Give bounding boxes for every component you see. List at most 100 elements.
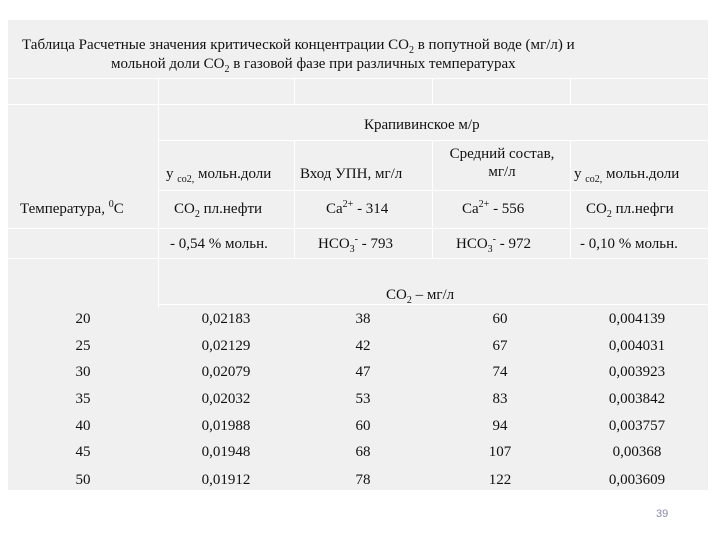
table-cell-t: 30 — [75, 364, 91, 380]
table-cell-avg: 74 — [492, 364, 508, 380]
caption-text: в попутной воде (мг/л) и — [413, 37, 575, 53]
row-divider — [158, 304, 708, 305]
table-cell-t: 25 — [75, 338, 91, 354]
text: Са — [462, 201, 479, 217]
co2-units-header: СО2 – мг/л — [386, 287, 455, 306]
table-cell-y1: 0,02129 — [201, 338, 251, 354]
subscript: 2 — [406, 295, 412, 306]
temperature-header: Температура, 0С — [20, 199, 124, 218]
col4-header: y co2, мольн.доли — [574, 166, 680, 185]
r3-col4: - 0,10 % мольн. — [580, 236, 678, 252]
text: - 556 — [489, 201, 525, 217]
col-divider — [158, 78, 159, 308]
text: - 793 — [358, 236, 394, 252]
subscript: 2 — [194, 209, 200, 220]
table-cell-avg: 94 — [492, 418, 508, 434]
col2-header: Вход УПН, мг/л — [300, 166, 403, 182]
col1-header-text: мольн.доли — [194, 166, 272, 182]
subscript: 3 — [487, 244, 493, 255]
text: НСО — [456, 236, 488, 252]
col-divider — [570, 78, 571, 104]
text: - 972 — [496, 236, 532, 252]
superscript: - — [492, 234, 497, 245]
table-cell-y2: 0,004139 — [608, 311, 666, 327]
field-name: Крапивинское м/р — [364, 117, 480, 133]
col-divider — [294, 140, 295, 258]
col1-header: y co2, мольн.доли — [166, 166, 272, 185]
r2-col4: СО2 пл.нефги — [586, 201, 674, 220]
subscript: 3 — [349, 244, 355, 255]
col4-header-text: мольн.доли — [602, 166, 680, 182]
text: СО — [386, 287, 407, 303]
col3-header-line2: мг/л — [488, 164, 516, 180]
r3-col1: - 0,54 % мольн. — [170, 236, 268, 252]
row-divider — [158, 190, 708, 191]
col4-header-sub: co2, — [585, 174, 603, 185]
text: СО — [174, 201, 195, 217]
row-divider — [8, 228, 708, 229]
col1-header-sub: co2, — [177, 174, 195, 185]
text: НСО — [318, 236, 350, 252]
table-cell-y2: 0,003757 — [608, 418, 666, 434]
table-cell-avg: 83 — [492, 391, 508, 407]
table-cell-y1: 0,02079 — [201, 364, 251, 380]
text: Са — [326, 201, 343, 217]
col-divider — [294, 78, 295, 104]
table-cell-y2: 0,003842 — [608, 391, 666, 407]
temperature-degree: 0 — [108, 199, 114, 210]
table-cell-y2: 0,003923 — [608, 364, 666, 380]
superscript: - — [354, 234, 359, 245]
superscript: 2+ — [478, 199, 490, 210]
r2-col2: Са2+ - 314 — [326, 199, 389, 218]
caption-subscript: 2 — [224, 64, 230, 75]
row-divider — [158, 140, 708, 141]
table-cell-avg: 67 — [492, 338, 508, 354]
table-cell-y1: 0,02032 — [201, 391, 251, 407]
table-cell-in: 38 — [355, 311, 371, 327]
col-divider — [432, 140, 433, 258]
table-cell-avg: 60 — [492, 311, 508, 327]
col-divider — [432, 78, 433, 104]
table-cell-t: 45 — [75, 444, 91, 460]
table-cell-in: 60 — [355, 418, 371, 434]
text: пл.нефти — [199, 201, 263, 217]
superscript: 2+ — [342, 199, 354, 210]
table-cell-t: 35 — [75, 391, 91, 407]
table-cell-t: 40 — [75, 418, 91, 434]
r2-col1: СО2 пл.нефти — [174, 201, 263, 220]
table-cell-y1: 0,02183 — [201, 311, 251, 327]
text: СО — [586, 201, 607, 217]
col4-header-text: y — [574, 166, 586, 182]
table-cell-y2: 0,004031 — [608, 338, 666, 354]
caption-text: Таблица Расчетные значения критической к… — [22, 37, 409, 53]
row-divider — [8, 104, 708, 105]
page-number: 39 — [656, 508, 669, 520]
temperature-label: Температура, — [20, 201, 109, 217]
text: пл.нефги — [611, 201, 674, 217]
table-cell-avg: 107 — [488, 444, 512, 460]
table-caption: Таблица Расчетные значения критической к… — [22, 36, 702, 75]
caption-text: мольной доли СО — [111, 56, 225, 72]
table-cell-in: 47 — [355, 364, 371, 380]
caption-subscript: 2 — [408, 45, 414, 56]
table-cell-t: 20 — [75, 311, 91, 327]
r3-col3: НСО3- - 972 — [456, 234, 532, 255]
text: – мг/л — [411, 287, 455, 303]
subscript: 2 — [606, 209, 612, 220]
table-cell-y2: 0,003609 — [608, 472, 666, 488]
table-cell-y1: 0,01988 — [201, 418, 251, 434]
r3-col2: НСО3- - 793 — [318, 234, 394, 255]
table-cell-in: 78 — [355, 472, 371, 488]
table-cell-in: 42 — [355, 338, 371, 354]
table-cell-y1: 0,01948 — [201, 444, 251, 460]
text: - 314 — [353, 201, 389, 217]
table-cell-in: 68 — [355, 444, 371, 460]
col1-header-text: y — [166, 166, 178, 182]
r2-col3: Са2+ - 556 — [462, 199, 525, 218]
row-divider — [8, 78, 708, 79]
table-background — [8, 20, 708, 490]
table-cell-in: 53 — [355, 391, 371, 407]
table-cell-t: 50 — [75, 472, 91, 488]
col-divider — [570, 140, 571, 258]
table-cell-y2: 0,00368 — [612, 444, 662, 460]
